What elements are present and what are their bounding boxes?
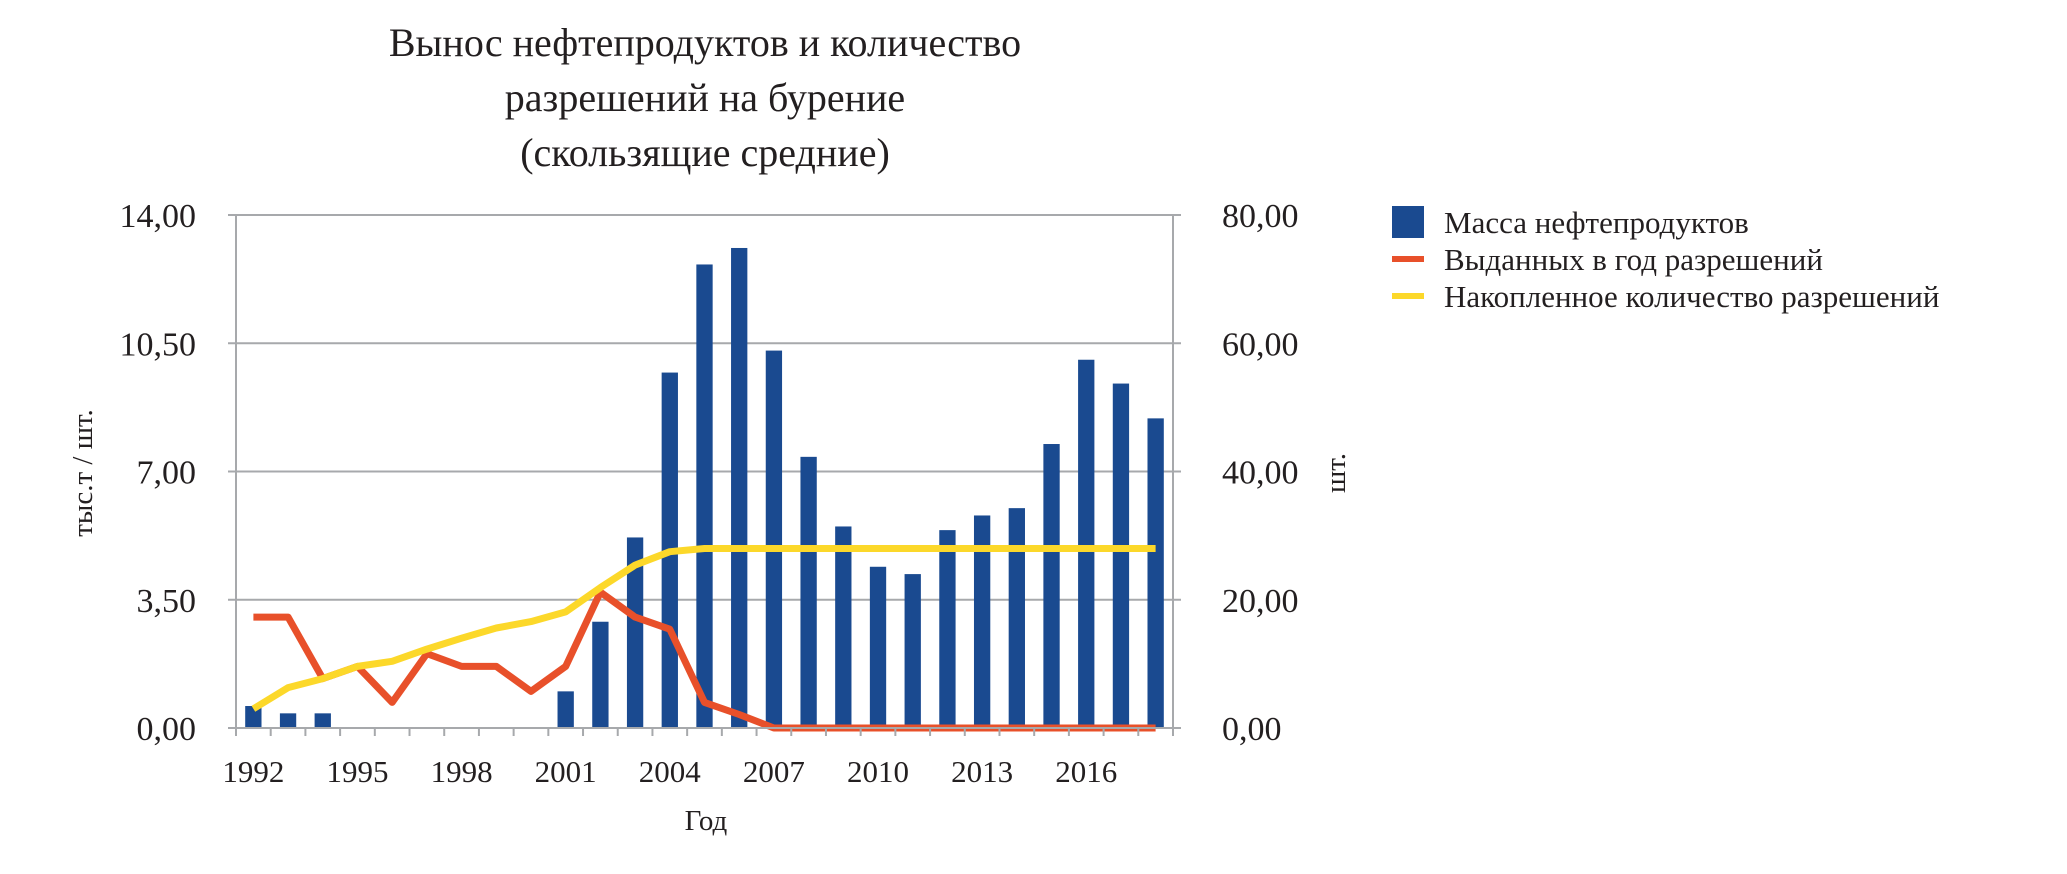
y-right-tick-label: 0,00	[1222, 711, 1282, 748]
bar-2001	[557, 691, 574, 728]
chart-title-line-1: Вынос нефтепродуктов и количество	[389, 20, 1021, 65]
y-right-axis-title: шт.	[1320, 453, 1352, 493]
bar-2013	[973, 515, 991, 728]
x-tick-label: 1998	[431, 754, 493, 789]
bar-2007	[765, 350, 783, 728]
bar-2016	[1078, 359, 1095, 728]
y-left-axis-title: тыс.т / шт.	[67, 409, 99, 537]
y-left-tick-label: 0,00	[137, 711, 197, 748]
bar-2008	[800, 456, 817, 728]
legend-swatch-bar	[1392, 206, 1424, 238]
bar-2002	[592, 621, 609, 728]
chart-title-line-2: разрешений на бурение	[505, 75, 905, 120]
series-line-2	[251, 545, 1156, 712]
x-tick-label: 2004	[639, 754, 702, 789]
chart-title: Вынос нефтепродуктов и количество разреш…	[389, 20, 1021, 175]
bar-2015	[1043, 444, 1060, 728]
bar-2011	[904, 574, 921, 728]
y-right-tick-label: 80,00	[1222, 198, 1299, 235]
y-left-tick-label: 7,00	[137, 455, 197, 492]
y-right-tick-labels: 0,00 20,00 40,00 60,00 80,00	[1222, 198, 1299, 748]
y-right-tick-label: 20,00	[1222, 583, 1299, 620]
x-tick-label: 1992	[222, 754, 284, 789]
chart-title-line-3: (скользящие средние)	[520, 130, 890, 175]
y-left-tick-labels: 0,00 3,50 7,00 10,50 14,00	[120, 198, 197, 748]
x-tick-label: 2013	[951, 754, 1013, 789]
x-tick-label: 2007	[743, 754, 805, 789]
bar-1992	[245, 706, 262, 728]
bar-1994	[314, 713, 331, 728]
legend-label: Масса нефтепродуктов	[1444, 205, 1749, 240]
bar-1993	[279, 713, 297, 728]
y-left-tick-label: 10,50	[120, 326, 197, 363]
bar-2012	[939, 530, 956, 728]
x-tick-label: 2010	[847, 754, 909, 789]
x-tick-label: 2001	[535, 754, 597, 789]
y-left-tick-label: 14,00	[120, 198, 197, 235]
bar-2005	[696, 264, 713, 728]
bar-2017	[1112, 383, 1130, 728]
bar-2009	[835, 526, 852, 728]
bar-2003	[626, 537, 644, 728]
y-left-tick-label: 3,50	[137, 583, 197, 620]
bar-2014	[1008, 508, 1025, 728]
x-tick-label: 2016	[1055, 754, 1117, 789]
bar-2010	[869, 566, 887, 728]
bars-series	[245, 247, 1164, 728]
y-right-tick-label: 60,00	[1222, 326, 1299, 363]
legend-label: Выданных в год разрешений	[1444, 242, 1823, 277]
x-axis-title: Год	[685, 805, 728, 837]
axes	[228, 214, 1181, 736]
y-right-tick-label: 40,00	[1222, 455, 1299, 492]
bar-2018	[1147, 418, 1164, 728]
legend-label: Накопленное количество разрешений	[1444, 279, 1939, 314]
x-tick-label: 1995	[326, 754, 388, 789]
bar-2006	[731, 247, 748, 728]
x-tick-labels: 1992 1995 1998 2001 2004 2007 2010 2013 2016	[222, 754, 1117, 789]
